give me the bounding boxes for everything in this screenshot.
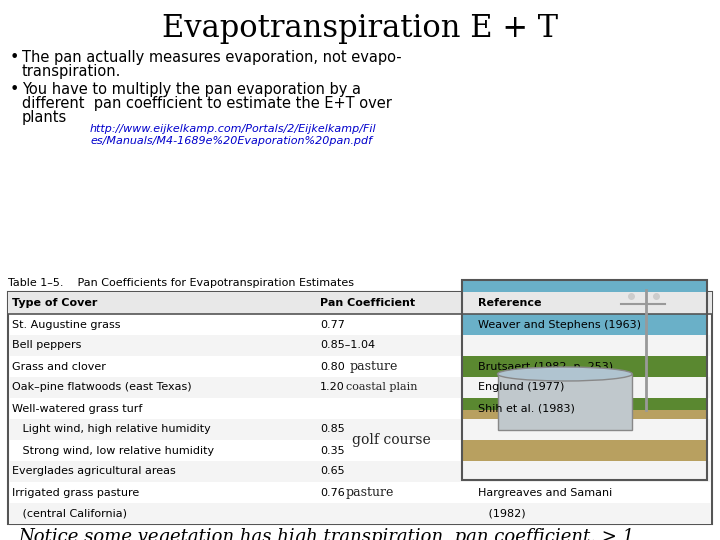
Text: You have to multiply the pan evaporation by a: You have to multiply the pan evaporation… bbox=[22, 82, 361, 97]
Text: 0.65: 0.65 bbox=[320, 467, 345, 476]
Text: •: • bbox=[10, 50, 19, 65]
Ellipse shape bbox=[498, 367, 632, 381]
Text: Bell peppers: Bell peppers bbox=[12, 341, 81, 350]
Text: coastal plain: coastal plain bbox=[346, 382, 418, 393]
Text: Notice some vegetation has high transpiration, pan coefficient. > 1: Notice some vegetation has high transpir… bbox=[18, 528, 634, 540]
Text: 0.76: 0.76 bbox=[320, 488, 345, 497]
Text: Weaver and Stephens (1963): Weaver and Stephens (1963) bbox=[478, 320, 641, 329]
Text: 0.85: 0.85 bbox=[320, 424, 345, 435]
Text: St. Augustine grass: St. Augustine grass bbox=[12, 320, 120, 329]
Text: 0.85–1.04: 0.85–1.04 bbox=[320, 341, 375, 350]
Text: Evapotranspiration E + T: Evapotranspiration E + T bbox=[162, 13, 558, 44]
Text: 0.80: 0.80 bbox=[320, 361, 345, 372]
Text: Grass and clover: Grass and clover bbox=[12, 361, 106, 372]
Text: http://www.eijkelkamp.com/Portals/2/Eijkelkamp/Fil: http://www.eijkelkamp.com/Portals/2/Eijk… bbox=[90, 124, 377, 134]
Text: 1.20: 1.20 bbox=[320, 382, 345, 393]
Bar bbox=[8, 292, 712, 314]
Text: Table 1–5.    Pan Coefficients for Evapotranspiration Estimates: Table 1–5. Pan Coefficients for Evapotra… bbox=[8, 278, 354, 288]
Text: Irrigated grass pasture: Irrigated grass pasture bbox=[12, 488, 139, 497]
Text: Well-watered grass turf: Well-watered grass turf bbox=[12, 403, 143, 414]
Text: 0.35: 0.35 bbox=[320, 446, 345, 456]
Text: Hargreaves and Samani: Hargreaves and Samani bbox=[478, 488, 612, 497]
Bar bbox=[9, 377, 711, 398]
Text: golf course: golf course bbox=[352, 433, 431, 447]
Text: es/Manuals/M4-1689e%20Evaporation%20pan.pdf: es/Manuals/M4-1689e%20Evaporation%20pan.… bbox=[90, 136, 372, 146]
Text: Pan Coefficient: Pan Coefficient bbox=[320, 298, 415, 308]
Text: (central California): (central California) bbox=[12, 509, 127, 518]
Text: •: • bbox=[10, 82, 19, 97]
Text: Englund (1977): Englund (1977) bbox=[478, 382, 564, 393]
Bar bbox=[9, 419, 711, 440]
Bar bbox=[9, 461, 711, 482]
Text: transpiration.: transpiration. bbox=[22, 64, 122, 79]
Text: pasture: pasture bbox=[346, 486, 395, 499]
Text: (1982): (1982) bbox=[478, 509, 526, 518]
Bar bbox=[462, 344, 707, 424]
Text: pasture: pasture bbox=[350, 360, 398, 373]
Text: Strong wind, low relative humidity: Strong wind, low relative humidity bbox=[12, 446, 214, 456]
Text: Shih et al. (1983): Shih et al. (1983) bbox=[478, 403, 575, 414]
Bar bbox=[498, 374, 632, 430]
Text: Light wind, high relative humidity: Light wind, high relative humidity bbox=[12, 424, 211, 435]
Bar bbox=[9, 503, 711, 524]
Text: Everglades agricultural areas: Everglades agricultural areas bbox=[12, 467, 176, 476]
Text: 0.77: 0.77 bbox=[320, 320, 345, 329]
Text: plants: plants bbox=[22, 110, 67, 125]
Text: The pan actually measures evaporation, not evapo-: The pan actually measures evaporation, n… bbox=[22, 50, 402, 65]
Bar bbox=[462, 280, 707, 480]
Text: different  pan coefficient to estimate the E+T over: different pan coefficient to estimate th… bbox=[22, 96, 392, 111]
Text: Oak–pine flatwoods (east Texas): Oak–pine flatwoods (east Texas) bbox=[12, 382, 192, 393]
Bar bbox=[8, 292, 712, 524]
Bar bbox=[9, 335, 711, 356]
Bar bbox=[462, 280, 707, 390]
Bar bbox=[462, 410, 707, 480]
Text: Reference: Reference bbox=[478, 298, 541, 308]
Text: Type of Cover: Type of Cover bbox=[12, 298, 97, 308]
Text: Brutsaert (1982, p. 253): Brutsaert (1982, p. 253) bbox=[478, 361, 613, 372]
